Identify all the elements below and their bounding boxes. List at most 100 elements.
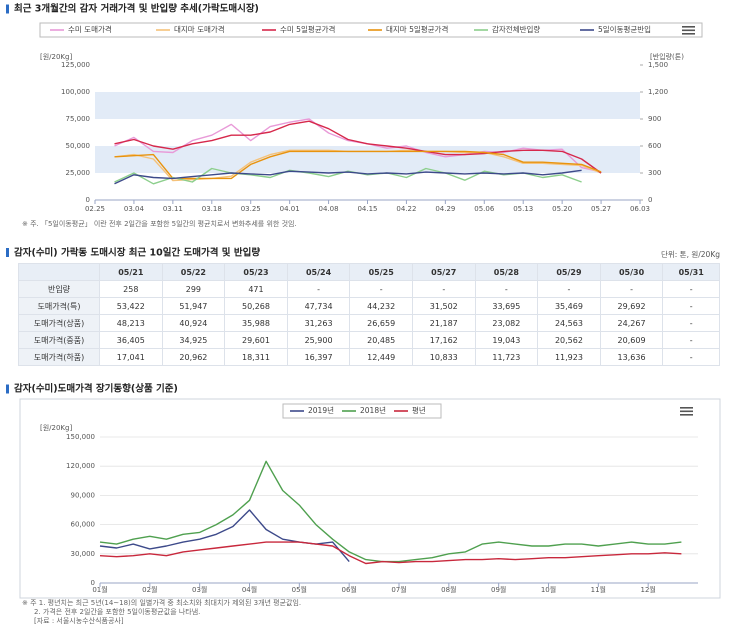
table-cell: 13,636 (599, 348, 664, 366)
x-tick-label: 02.25 (85, 205, 105, 213)
x-tick-label: 07월 (391, 585, 406, 594)
table-cell: 23,082 (474, 314, 539, 332)
y-tick-label: 60,000 (71, 521, 96, 529)
table-cell: 47,734 (286, 297, 351, 315)
menu-icon[interactable] (680, 407, 693, 416)
row-label: 도매가격(특) (18, 297, 100, 315)
table-cell: 53,422 (99, 297, 163, 315)
table-header-cell: 05/27 (411, 263, 476, 281)
price-table: 05/21 05/22 05/23 05/24 05/25 05/27 05/28 05/29… (18, 263, 720, 366)
x-tick-label: 05.13 (513, 205, 533, 213)
x-tick-label: 04월 (242, 585, 257, 594)
legend-text: 수미 5일평균가격 (280, 24, 335, 34)
menu-icon[interactable] (682, 26, 695, 35)
table-cell: 44,232 (349, 297, 413, 315)
table-row: 도매가격(특) 53,422 51,947 50,268 47,734 44,232 31,… (18, 297, 720, 315)
x-tick-label: 09월 (491, 585, 506, 594)
table-cell: 11,723 (474, 348, 539, 366)
table-row: 반입량 258 299 471- - - - - - - (18, 280, 720, 298)
note: ※ 주. 「5일이동평균」 이란 전후 2일간을 포함한 5일간의 평균치로서 … (22, 219, 297, 228)
x-tick-label: 03.18 (202, 205, 222, 213)
y-axis-label: [원/20Kg] (40, 52, 72, 61)
table-cell: - (599, 280, 664, 298)
x-tick-label: 03월 (192, 585, 207, 594)
series-line (114, 150, 602, 180)
table-cell: - (286, 280, 351, 298)
table-cell: - (662, 280, 720, 298)
table-cell: 50,268 (224, 297, 288, 315)
series-line (114, 167, 582, 185)
table-cell: 20,962 (161, 348, 226, 366)
y-tick-label: 100,000 (61, 88, 90, 96)
table-cell: 21,187 (411, 314, 476, 332)
y2-axis-label: [반입량(톤) (650, 52, 684, 61)
legend-text: 5일이동평균반입 (598, 24, 651, 34)
table-cell: 20,485 (349, 331, 413, 349)
legend-box (282, 403, 442, 419)
table-cell: - (349, 280, 413, 298)
x-tick-label: 05.06 (474, 205, 495, 213)
plot-band (95, 92, 640, 119)
table-cell: 51,947 (161, 297, 226, 315)
row-label: 도매가격(상품) (18, 314, 100, 332)
table-cell: 33,695 (474, 297, 539, 315)
table-cell: 19,043 (474, 331, 539, 349)
y-tick-label: 30,000 (71, 550, 96, 558)
y2-tick-label: 600 (648, 142, 661, 150)
table-cell: 25,900 (286, 331, 351, 349)
x-tick-label: 04.15 (357, 205, 377, 213)
table-header-cell: 05/21 (99, 263, 163, 281)
table-header-cell: 05/24 (286, 263, 351, 281)
x-tick-label: 05.27 (591, 205, 611, 213)
table-cell: 36,405 (99, 331, 163, 349)
table-corner (18, 263, 100, 281)
table-cell: 299 (161, 280, 226, 298)
table-row: 도매가격(중품) 36,405 34,925 29,601 25,900 20,485 17… (18, 331, 720, 349)
table-unit: 단위: 톤, 원/20Kg (660, 250, 720, 259)
x-tick-label: 04.01 (280, 205, 300, 213)
chart-title: 감자(수미)도매가격 장기동향(상품 기준) (14, 383, 178, 395)
table-cell: 20,562 (537, 331, 601, 349)
table-cell: 16,397 (286, 348, 351, 366)
table-cell: 12,449 (349, 348, 413, 366)
y-tick-label: 75,000 (66, 115, 91, 123)
table-cell: - (662, 297, 720, 315)
table-cell: 17,162 (411, 331, 476, 349)
table-cell: 35,469 (537, 297, 601, 315)
note: 2. 가격은 전후 2일간을 포함한 5일이동평균값을 나타냄. (34, 607, 200, 616)
y-tick-label: 0 (86, 196, 90, 204)
table-cell: 471 (224, 280, 288, 298)
table-cell: - (662, 331, 720, 349)
y-tick-label: 90,000 (71, 491, 96, 499)
section-marker (6, 248, 9, 257)
x-tick-label: 04.29 (435, 205, 455, 213)
table-cell: 258 (99, 280, 163, 298)
table-cell: 26,659 (349, 314, 413, 332)
y-tick-label: 125,000 (61, 61, 90, 69)
legend-text: 2019년 (308, 405, 334, 415)
table-header-cell: 05/28 (474, 263, 539, 281)
table-cell: 31,263 (286, 314, 351, 332)
table-cell: 10,833 (411, 348, 476, 366)
table-header-cell: 05/23 (224, 263, 288, 281)
legend-text: 2018년 (360, 405, 386, 415)
chart-frame (19, 398, 721, 599)
x-tick-label: 04.22 (396, 205, 416, 213)
legend-text: 대지마 5일평균가격 (386, 24, 448, 34)
table-cell: - (537, 280, 601, 298)
table-header-cell: 05/30 (599, 263, 664, 281)
y-tick-label: 50,000 (66, 142, 91, 150)
series-line (114, 169, 582, 185)
x-tick-label: 12월 (640, 585, 655, 594)
table-cell: 24,267 (599, 314, 664, 332)
legend-text: 수미 도매가격 (68, 24, 112, 34)
y2-tick-label: 0 (648, 196, 652, 204)
table-header-row: 05/21 05/22 05/23 05/24 05/25 05/27 05/28 05/29… (18, 263, 720, 281)
table-cell: - (474, 280, 539, 298)
x-tick-label: 11월 (591, 585, 606, 594)
table-cell: 34,925 (161, 331, 226, 349)
y2-tick-label: 300 (648, 169, 661, 177)
x-tick-label: 04.08 (319, 205, 339, 213)
